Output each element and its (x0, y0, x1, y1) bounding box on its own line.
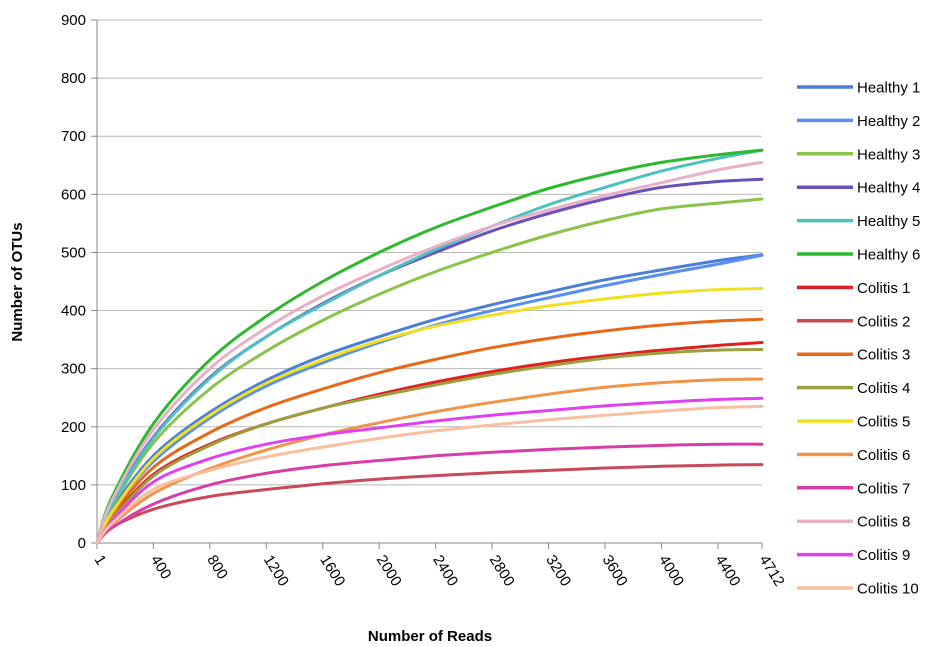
series-line-colitis-9 (95, 396, 764, 545)
series-line-colitis-5 (95, 287, 764, 545)
legend-label-healthy-2: Healthy 2 (857, 113, 920, 130)
series-line-colitis-10 (95, 404, 764, 545)
series-line-colitis-8 (95, 160, 764, 545)
legend-label-colitis-8: Colitis 8 (857, 514, 910, 531)
x-tick-label: 2400 (429, 552, 461, 589)
x-tick-label: 400 (147, 552, 175, 582)
legend-label-colitis-1: Colitis 1 (857, 280, 910, 297)
y-tick-label: 400 (61, 303, 86, 320)
x-tick-label: 2800 (486, 552, 518, 589)
series-line-colitis-6 (95, 377, 764, 545)
legend-label-colitis-2: Colitis 2 (857, 313, 910, 330)
x-tick-label: 4400 (712, 552, 744, 589)
legend-label-colitis-4: Colitis 4 (857, 380, 910, 397)
x-tick-label: 1 (91, 552, 110, 568)
series-lines (95, 148, 764, 545)
legend-label-colitis-6: Colitis 6 (857, 447, 910, 464)
legend-label-healthy-1: Healthy 1 (857, 80, 920, 97)
legend-label-healthy-5: Healthy 5 (857, 213, 920, 230)
x-tick-label: 3600 (599, 552, 631, 589)
x-axis: 1 400 800 1200 1600 2000 2400 2800 3200 3600 4000 4… (91, 542, 788, 589)
x-tick-label: 3200 (542, 552, 574, 589)
legend-label-healthy-6: Healthy 6 (857, 247, 920, 264)
legend-label-healthy-4: Healthy 4 (857, 180, 920, 197)
y-tick-label: 600 (61, 186, 86, 203)
series-line-healthy-1 (95, 253, 764, 545)
y-tick-label: 700 (61, 128, 86, 145)
y-axis-title: Number of OTUs (9, 222, 26, 341)
y-tick-label: 300 (61, 361, 86, 378)
y-tick-label: 800 (61, 70, 86, 87)
legend-label-colitis-5: Colitis 5 (857, 414, 910, 431)
series-line-healthy-5 (95, 148, 764, 545)
y-tick-label: 200 (61, 419, 86, 436)
series-line-colitis-2 (95, 463, 764, 545)
x-tick-label: 4712 (756, 552, 788, 589)
y-axis: 0 100 200 300 400 500 600 700 800 900 (61, 12, 98, 552)
x-tick-label: 800 (203, 552, 231, 582)
series-line-healthy-3 (95, 197, 764, 545)
y-tick-label: 100 (61, 477, 86, 494)
legend: Healthy 1 Healthy 2 Healthy 3 Healthy 4 Heal… (797, 80, 920, 598)
x-tick-label: 4000 (655, 552, 687, 589)
y-tick-label: 900 (61, 12, 86, 29)
series-line-colitis-7 (95, 442, 764, 545)
y-tick-label: 500 (61, 244, 86, 261)
legend-label-colitis-10: Colitis 10 (857, 581, 919, 598)
legend-label-colitis-3: Colitis 3 (857, 347, 910, 364)
legend-label-colitis-7: Colitis 7 (857, 480, 910, 497)
series-line-colitis-3 (95, 317, 764, 545)
series-line-colitis-4 (95, 348, 764, 545)
legend-label-colitis-9: Colitis 9 (857, 547, 910, 564)
legend-label-healthy-3: Healthy 3 (857, 146, 920, 163)
x-axis-title: Number of Reads (368, 628, 492, 645)
y-tick-label: 0 (78, 535, 86, 552)
x-tick-label: 2000 (373, 552, 405, 589)
x-tick-label: 1200 (260, 552, 292, 589)
series-line-healthy-6 (95, 148, 764, 545)
series-line-colitis-1 (95, 341, 764, 545)
x-tick-label: 1600 (316, 552, 348, 589)
